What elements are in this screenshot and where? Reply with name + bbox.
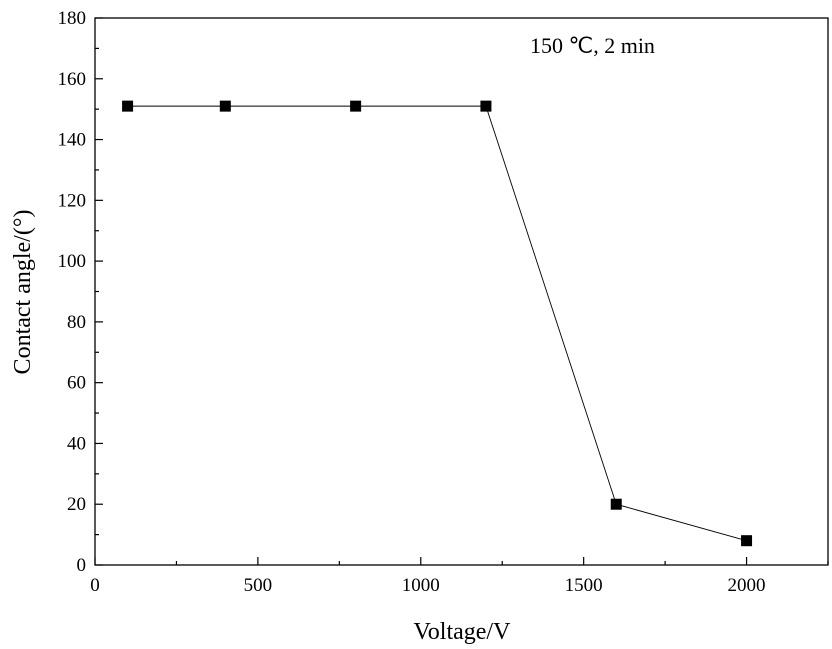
axis-ticks: 0 500 1000 1500 2000 0 20 40 60 80 100 120 140 160 180 [58,8,829,596]
chart-annotation: 150 ℃, 2 min [530,33,655,58]
data-point-marker [480,100,492,112]
data-point-marker [610,498,622,510]
x-tick-label: 1000 [402,575,440,596]
y-tick-label: 180 [58,8,87,29]
y-tick-label: 80 [67,312,86,333]
y-tick-label: 160 [58,69,87,90]
x-tick-label: 2000 [728,575,766,596]
data-point-marker [741,535,753,547]
data-point-marker [350,100,362,112]
plot-axes [94,17,829,566]
series-line [127,105,747,542]
x-tick-label: 500 [244,575,273,596]
data-point-marker [219,100,231,112]
data-point-marker [122,100,134,112]
y-tick-label: 140 [58,130,87,151]
x-axis-title: Voltage/V [414,619,512,645]
x-tick-label: 1500 [565,575,603,596]
y-tick-label: 60 [67,373,86,394]
x-tick-label: 0 [90,575,100,596]
y-axis-title: Contact angle/(°) [10,210,36,375]
data-series [122,100,753,547]
y-tick-label: 100 [58,251,87,272]
plot-frame [94,17,829,566]
y-tick-label: 40 [67,433,86,454]
y-tick-label: 120 [58,190,87,211]
y-tick-label: 20 [67,494,86,515]
y-tick-label: 0 [77,555,87,576]
